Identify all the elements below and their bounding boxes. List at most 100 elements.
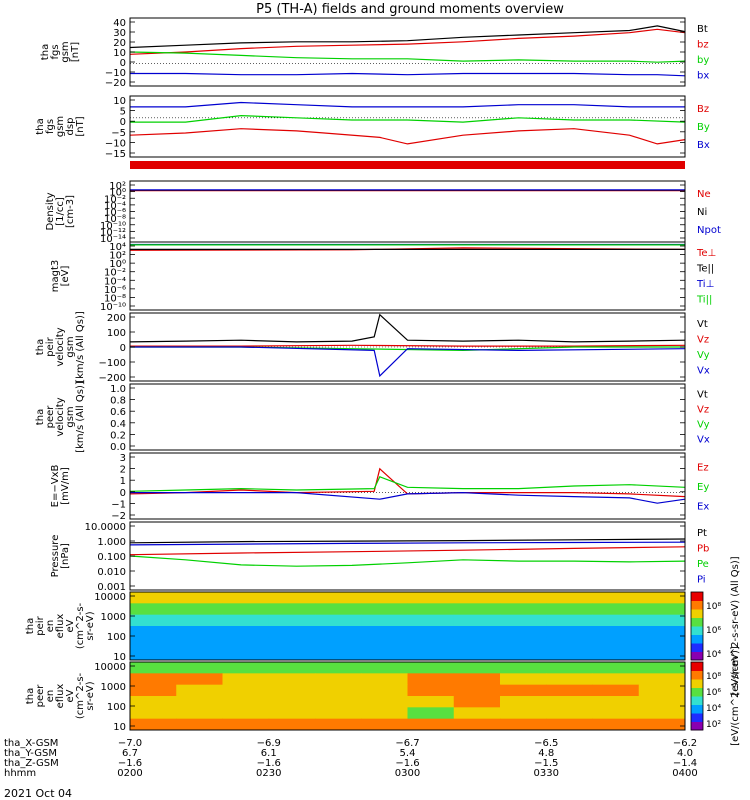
heatmap-cell (130, 718, 177, 731)
colorbar-step (691, 626, 703, 635)
x-tick-label: −1.5 (534, 758, 558, 769)
panel-frame (129, 521, 686, 591)
y-tick-label: 10⁻² (104, 194, 126, 205)
x-tick-label: 0300 (395, 768, 420, 779)
y-tick-label: 0.2 (110, 430, 126, 441)
x-tick-label: −1.6 (118, 758, 142, 769)
heatmap-cell (638, 707, 686, 720)
heatmap-cell (176, 648, 223, 661)
heatmap-cell (500, 648, 547, 661)
y-tick-label: 0 (120, 58, 126, 69)
heatmap-cell (407, 648, 455, 661)
x-tick-label: 0200 (117, 768, 142, 779)
heatmap-cell (176, 673, 223, 686)
heatmap-cell (546, 662, 593, 674)
heatmap-cell (546, 718, 593, 731)
heatmap-cell (407, 662, 455, 674)
y-tick-label: 10⁻¹⁰ (100, 302, 126, 313)
y-axis-label: thapeerenefluxeV(cm^2-s-sr-eV) (25, 672, 96, 719)
heatmap-cell (546, 684, 593, 697)
heatmap-cell (546, 707, 593, 720)
panel-9: 10⁸ 10⁶ 10⁴ 10² [eV/(cm^2-s-sr-eV)] 10000 1000… (25, 646, 741, 746)
series-line-Pb (129, 546, 686, 556)
heatmap-cell (268, 648, 316, 661)
heatmap-cell (268, 637, 316, 650)
y-tick-label: 1.000 (97, 537, 126, 548)
heatmap-cell (453, 626, 501, 638)
y-tick-label: 10⁻¹⁴ (100, 234, 126, 245)
heatmap-cell (130, 684, 177, 697)
heatmap-cell (500, 673, 547, 686)
colorbar-step (691, 600, 703, 610)
heatmap-cell (407, 614, 455, 627)
colorbar-step (691, 687, 703, 697)
heatmap-cell (361, 718, 408, 731)
heatmap-cell (176, 603, 223, 616)
heatmap-cell (592, 648, 640, 661)
heatmap-cell (453, 707, 501, 720)
heatmap-cell (546, 673, 593, 686)
y-tick-label: −2 (111, 511, 126, 522)
heatmap-cell (361, 662, 408, 674)
legend-entry: Ne (697, 189, 711, 200)
y-tick-label: 0.4 (110, 419, 126, 430)
legend-entry: Ex (697, 501, 709, 512)
colorbar: 10⁸ 10⁶ 10⁴ [eV/(cm^2-s-sr-eV) (All Qs)] (690, 556, 741, 696)
y-tick-label: 30 (113, 28, 126, 39)
heatmap-cell (176, 707, 223, 720)
heatmap-cell (176, 637, 223, 650)
colorbar-step (691, 679, 703, 688)
heatmap-cell (130, 673, 177, 686)
legend-entry: Bt (697, 24, 708, 35)
series-line-Bt (129, 25, 686, 49)
legend-entry: Vx (697, 435, 710, 446)
heatmap-cell (268, 662, 316, 674)
series-line-bx (130, 72, 686, 77)
legend-entry: Vy (697, 350, 710, 361)
heatmap-cell (546, 614, 593, 627)
heatmap-cell (500, 707, 547, 720)
heatmap-cell (315, 603, 362, 616)
colorbar-tick-label: 10⁸ (706, 602, 721, 612)
legend-entry: Te⊥ (696, 248, 716, 259)
x-tick-label: −1.6 (257, 758, 281, 769)
heatmap-cell (453, 673, 501, 686)
heatmap-cell (222, 662, 270, 674)
y-axis-label: Pressure[nPa] (50, 535, 71, 578)
y-tick-label: 10⁻⁸ (104, 293, 126, 304)
y-tick-label: 10⁻⁴ (104, 276, 126, 287)
x-tick-label: −6.2 (673, 738, 697, 749)
heatmap-cell (130, 648, 177, 661)
heatmap-cell (222, 673, 270, 686)
heatmap-cell (361, 673, 408, 686)
y-tick-label: 10 (113, 652, 126, 663)
y-tick-label: 0.001 (97, 582, 126, 593)
y-tick-label: 10⁴ (109, 242, 126, 253)
heatmap-cell (407, 603, 455, 616)
legend-entry: by (697, 55, 709, 66)
heatmap-cell (407, 637, 455, 650)
date-label: 2021 Oct 04 (4, 787, 72, 800)
y-tick-label: −100 (99, 358, 126, 369)
x-tick-label: 5.4 (400, 748, 416, 759)
panel-frame (129, 241, 686, 311)
heatmap-cell (268, 684, 316, 697)
colorbar-tick-label: 10⁸ (706, 672, 721, 682)
panel-frame (129, 452, 686, 520)
colorbar-step (691, 662, 703, 671)
heatmap-cell (407, 673, 455, 686)
heatmap-cell (130, 696, 177, 708)
data-availability-bar (130, 161, 685, 169)
y-tick-label: 100 (107, 632, 126, 643)
panel-frame (129, 661, 686, 731)
heatmap-cell (130, 614, 177, 627)
heatmap-cell (638, 614, 686, 627)
legend-entry: Pt (697, 528, 707, 539)
heatmap-cell (130, 637, 177, 650)
heatmap-cell (361, 684, 408, 697)
heatmap-cell (130, 626, 177, 638)
heatmap-cell (500, 662, 547, 674)
